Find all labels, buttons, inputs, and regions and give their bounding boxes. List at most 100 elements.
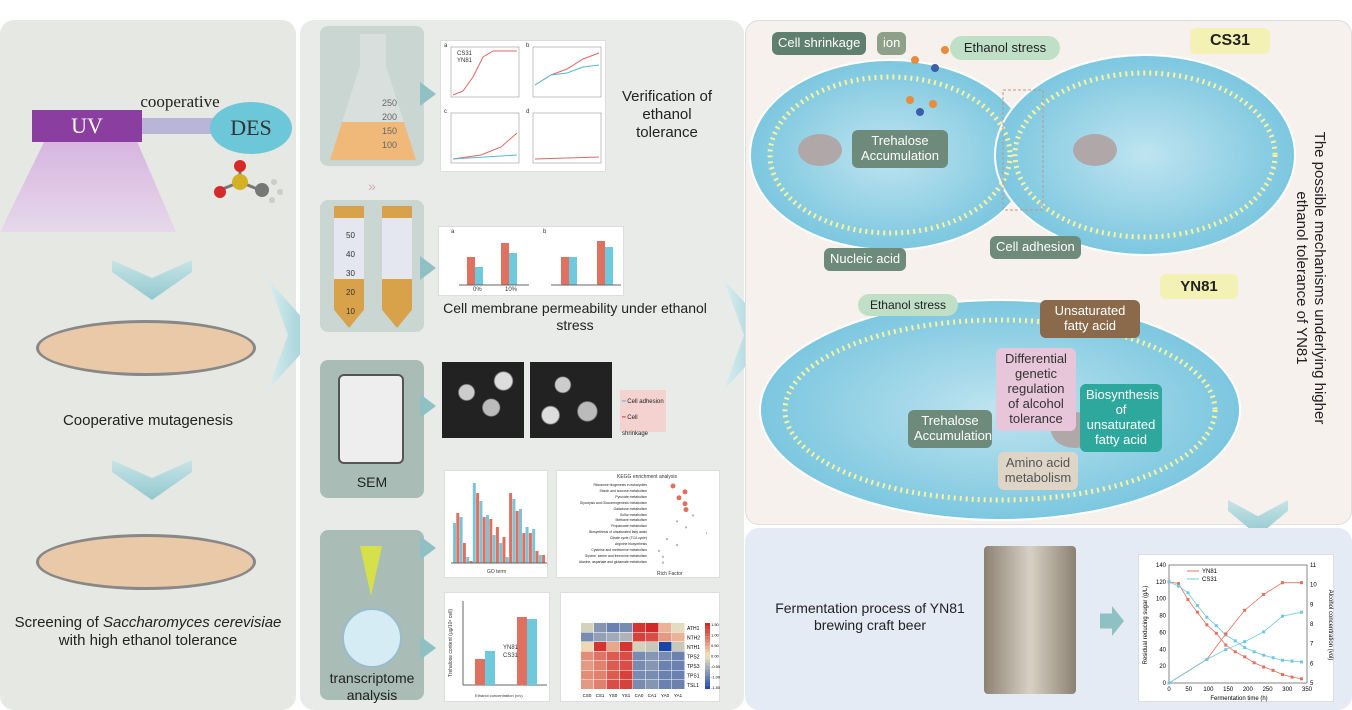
- permeability-bars-plot: [459, 241, 621, 286]
- tube-icon: [382, 206, 412, 328]
- heatmap-cell: [620, 632, 633, 642]
- nucleic-acid-label: Nucleic acid: [824, 248, 907, 271]
- go-bar: [482, 517, 486, 563]
- data-point: [1205, 623, 1209, 627]
- right-arrow-icon: [420, 256, 436, 280]
- cs31-label: CS31: [1190, 28, 1270, 55]
- y2-tick-label: 8: [1310, 622, 1314, 628]
- transcriptome-label: transcriptome analysis: [329, 670, 415, 703]
- species-name: Saccharomyces cerevisiae: [102, 614, 282, 631]
- tube-icon: [334, 206, 364, 328]
- series-line-yn81: [1168, 582, 1302, 684]
- heatmap-cell: [581, 651, 594, 661]
- data-point: [1290, 659, 1294, 663]
- heatmap-col-label: YS0: [609, 693, 618, 698]
- x-tick-label: 350: [1302, 687, 1313, 693]
- data-point: [1186, 598, 1190, 602]
- y-tick-label: 140: [1156, 563, 1167, 569]
- down-arrow-icon: [112, 260, 192, 300]
- sequencing-tip-icon: [360, 546, 382, 596]
- color-scale-step: [705, 672, 710, 676]
- heatmap-cell: [659, 670, 672, 680]
- go-bars-plot: [451, 483, 547, 564]
- uv-lamp: UV: [32, 110, 142, 142]
- cooperative-label: cooperative: [140, 92, 220, 111]
- kegg-dot: [676, 495, 682, 501]
- mutagenesis-panel: cooperative UV DES Cooperative mutagenes…: [0, 20, 296, 710]
- heatmap-figure: ATH1 NTH2 NTH1 TPS2 TPS3 TPS1 TSL1 CS0 CS1 YS0 YS1…: [560, 592, 721, 702]
- kegg-pathway: Biosynthesis of unsaturated fatty acids: [589, 530, 647, 535]
- growth-curves-figure: a b c d CS31 YN81: [440, 40, 606, 172]
- right-arrow-icon: [420, 536, 436, 560]
- kegg-dot: [675, 520, 679, 523]
- go-bar: [466, 557, 470, 563]
- data-point: [1281, 673, 1285, 677]
- ethanol-stress-bottom-label: Ethanol stress: [858, 294, 958, 317]
- kegg-dot: [682, 501, 688, 507]
- kegg-pathway: Pyruvate metabolism: [615, 494, 647, 499]
- growth-line: [534, 52, 600, 86]
- go-bar: [462, 543, 466, 563]
- heatmap-col-label: YA1: [674, 693, 683, 698]
- heatmap-cell: [620, 670, 633, 680]
- color-scale-step: [705, 642, 710, 647]
- growth-curves-plot: [450, 46, 602, 164]
- data-point: [1252, 650, 1256, 654]
- cell-shrinkage-label: Cell shrinkage: [772, 32, 867, 55]
- x-tick-label: 250: [1263, 687, 1274, 693]
- amino-acid-metabolism-label: Amino acid metabolism: [998, 452, 1078, 490]
- heatmap-cell: [633, 680, 646, 689]
- data-point: [1281, 658, 1285, 662]
- legend-label: CS31: [1202, 577, 1218, 583]
- heatmap-row-label: ATH1: [687, 626, 700, 632]
- heatmap-cell: [620, 680, 633, 689]
- heatmap-cell: [672, 680, 685, 689]
- color-scale-label: -1.50: [711, 685, 721, 690]
- sem-image-cs31: [530, 362, 612, 438]
- heatmap-cell: [672, 661, 685, 670]
- heatmap-cell: [646, 632, 659, 642]
- kegg-dot: [657, 549, 661, 553]
- heatmap-row-label: NTH2: [687, 636, 700, 642]
- bar: [475, 659, 485, 685]
- heatmap-col-label: YS1: [622, 693, 631, 698]
- kegg-dots: [657, 483, 707, 564]
- heatmap-cell: [594, 642, 607, 651]
- color-scale-label: 1.00: [711, 633, 720, 638]
- data-point: [1205, 657, 1209, 661]
- kegg-pathway: Arginine biosynthesis: [614, 542, 647, 547]
- legend-cell-shrinkage: ━ Cell shrinkage: [622, 415, 649, 437]
- color-scale-label: 0.00: [711, 654, 720, 659]
- color-scale-step: [705, 685, 710, 690]
- sem-stage: SEM: [320, 360, 424, 498]
- y-axis-label: Residual reducing sugar (g/L): [1143, 586, 1149, 665]
- go-bar: [535, 551, 539, 563]
- go-bar: [528, 533, 532, 563]
- go-bar: [542, 555, 546, 563]
- heatmap-cell: [672, 632, 685, 642]
- heatmap-row-label: TSL1: [687, 683, 699, 689]
- y2-tick-label: 7: [1310, 642, 1314, 648]
- color-scale-step: [705, 665, 710, 670]
- data-point: [1281, 614, 1285, 618]
- heatmap-cell: [594, 670, 607, 680]
- data-point: [1167, 580, 1171, 584]
- kegg-dot: [691, 514, 695, 517]
- data-point: [1233, 650, 1237, 654]
- organelle-icon: [798, 134, 842, 166]
- kegg-pathway-list: Ribosome biogenesis in eukaryotes Starch …: [561, 483, 647, 566]
- heatmap-row-label: TPS2: [687, 655, 700, 661]
- color-scale-step: [705, 652, 710, 657]
- go-bar: [456, 513, 460, 563]
- transcriptome-stage: transcriptome analysis: [320, 530, 424, 703]
- data-point: [1176, 584, 1180, 588]
- color-scale-step: [705, 646, 710, 650]
- kegg-pathway: Propanoate metabolism: [611, 524, 647, 529]
- go-bar: [479, 501, 483, 563]
- flask-icon: [330, 34, 416, 160]
- screening-prefix: Screening of: [14, 614, 103, 631]
- cell-adhesion-label: Cell adhesion: [990, 236, 1081, 259]
- permeability-label: Cell membrane permeability under ethanol…: [443, 300, 707, 333]
- fermentation-chart: Fermentation time (h) Residual reducing …: [1138, 554, 1334, 702]
- heatmap-cell: [607, 642, 620, 651]
